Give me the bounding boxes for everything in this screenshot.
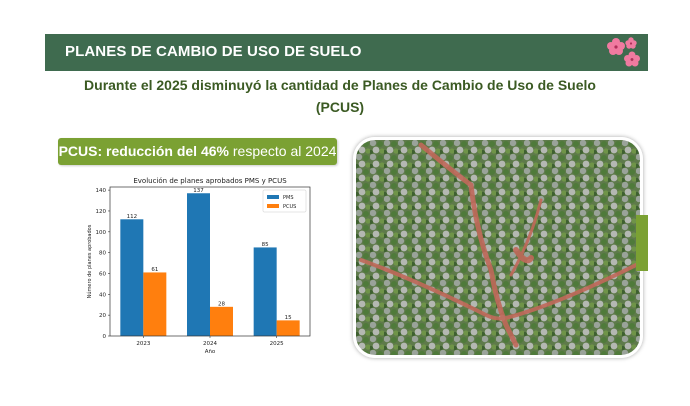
subtitle-line-1: Durante el 2025 disminuyó la cantidad de… — [84, 77, 596, 93]
bar-value-label: 137 — [193, 188, 204, 194]
bar-value-label: 28 — [218, 301, 225, 307]
legend-label: PCUS — [283, 204, 296, 210]
side-tab-accent — [636, 215, 648, 271]
aerial-forest-photo — [353, 137, 643, 358]
forest-image — [356, 140, 640, 355]
bar-value-label: 85 — [262, 242, 269, 248]
x-axis-label: Año — [205, 349, 216, 355]
legend-swatch — [267, 195, 279, 199]
legend-label: PMS — [283, 195, 294, 201]
bar-pcus-2025 — [276, 320, 300, 336]
badge-bold-text: PCUS: reducción del 46% — [58, 143, 229, 159]
bar-pms-2023 — [120, 219, 144, 336]
bar-pcus-2024 — [210, 306, 233, 336]
x-tick-label: 2025 — [270, 341, 284, 347]
bar-pms-2025 — [253, 247, 277, 336]
y-tick-label: 140 — [96, 188, 107, 194]
x-tick-label: 2023 — [136, 341, 150, 347]
badge-text: respecto al 2024 — [228, 143, 337, 159]
bar-chart: Evolución de planes aprobados PMS y PCUS… — [86, 177, 311, 355]
bar-pcus-2023 — [143, 272, 167, 336]
y-tick-label: 120 — [96, 209, 107, 215]
page-title: PLANES DE CAMBIO DE USO DE SUELO — [65, 43, 362, 60]
pink-flowers-icon — [607, 37, 640, 67]
reduction-badge: PCUS: reducción del 46% respecto al 2024 — [58, 138, 337, 165]
bar-value-label: 112 — [127, 214, 138, 220]
y-tick-label: 20 — [99, 313, 106, 319]
bar-value-label: 61 — [151, 267, 158, 273]
chart-title: Evolución de planes aprobados PMS y PCUS — [133, 177, 287, 185]
y-axis-label: Número de planes aprobados — [86, 224, 93, 298]
y-tick-label: 100 — [96, 230, 107, 236]
legend-swatch — [267, 204, 279, 208]
y-tick-label: 80 — [99, 251, 106, 257]
header-bar: PLANES DE CAMBIO DE USO DE SUELO — [45, 34, 648, 71]
bar-value-label: 15 — [285, 315, 292, 321]
y-tick-label: 0 — [103, 334, 107, 340]
subtitle-line-2: (PCUS) — [315, 99, 365, 115]
y-tick-label: 60 — [99, 271, 106, 277]
subtitle: Durante el 2025 disminuyó la cantidad de… — [80, 74, 600, 118]
bar-pms-2024 — [187, 193, 210, 336]
plot-frame — [109, 186, 311, 337]
x-tick-label: 2024 — [203, 341, 217, 347]
y-tick-label: 40 — [99, 292, 106, 298]
